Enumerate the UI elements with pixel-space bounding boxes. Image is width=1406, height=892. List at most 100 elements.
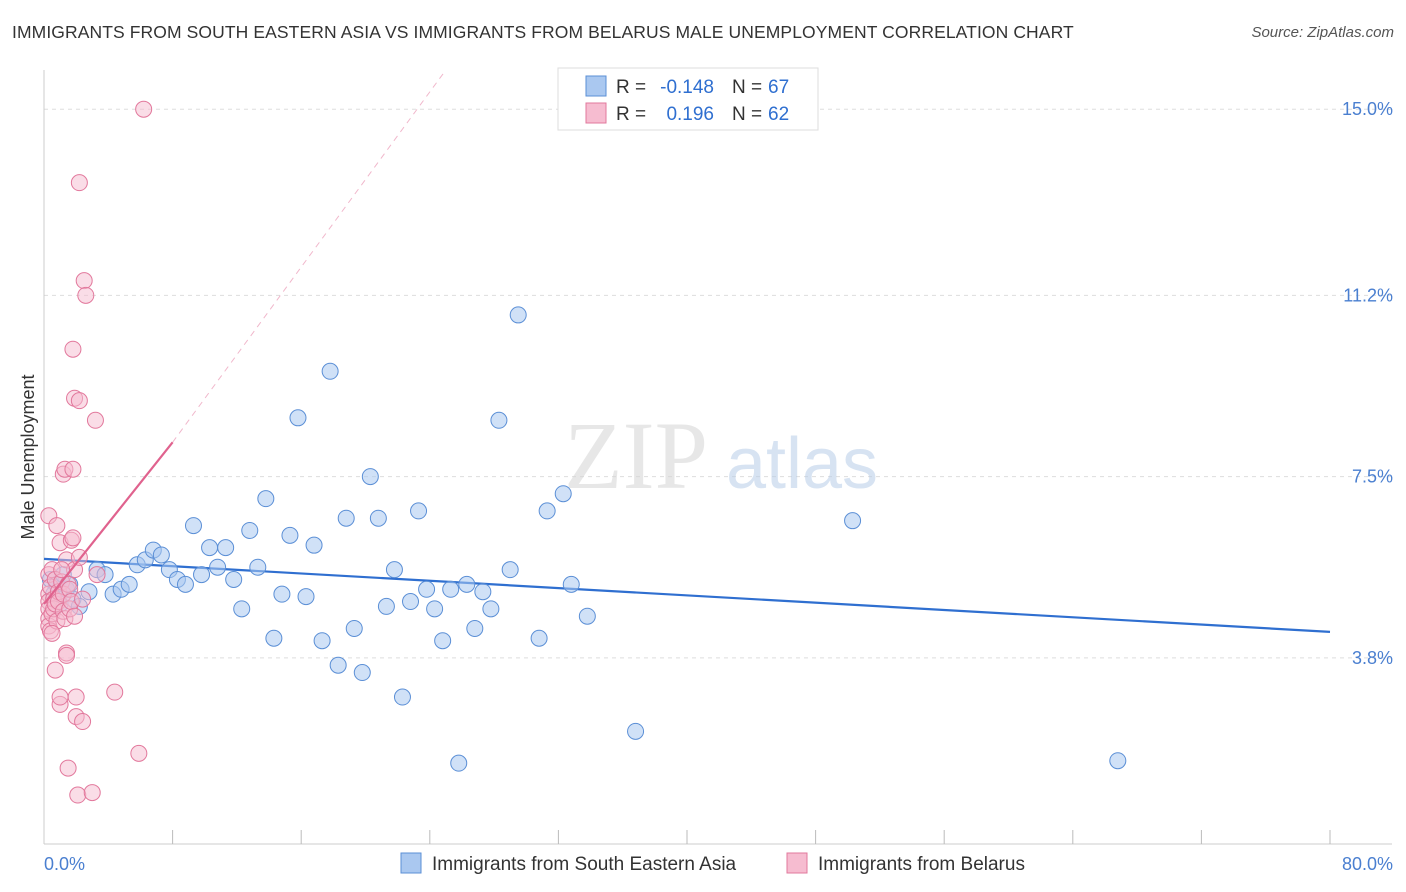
series-belarus [40, 100, 174, 804]
data-point-south-eastern-asia [466, 619, 484, 637]
data-point-belarus [130, 744, 148, 762]
data-point-south-eastern-asia [426, 600, 444, 618]
data-point-belarus [64, 340, 82, 358]
data-point-south-eastern-asia [345, 619, 363, 637]
data-point-belarus [51, 688, 69, 706]
data-point-south-eastern-asia [458, 575, 476, 593]
series-south-eastern-asia [41, 306, 1127, 772]
data-point-belarus [106, 683, 124, 701]
series-legend-swatch-pink [786, 852, 808, 874]
legend-n-value-1: 67 [768, 77, 789, 98]
y-axis-label: Male Unemployment [18, 374, 38, 539]
data-point-south-eastern-asia [385, 561, 403, 579]
data-point-south-eastern-asia [410, 502, 428, 520]
data-point-south-eastern-asia [233, 600, 251, 618]
data-point-south-eastern-asia [434, 632, 452, 650]
data-point-south-eastern-asia [474, 583, 492, 601]
data-point-south-eastern-asia [442, 580, 460, 598]
legend-n-label-2: N = [732, 104, 762, 125]
axes [43, 70, 1392, 845]
data-point-south-eastern-asia [418, 580, 436, 598]
data-point-belarus [43, 624, 61, 642]
y-tick-label: 7.5% [1352, 467, 1393, 487]
data-point-belarus [48, 517, 66, 535]
data-point-south-eastern-asia [1109, 752, 1127, 770]
data-point-belarus [66, 607, 84, 625]
legend-swatch-blue [585, 75, 607, 97]
data-point-belarus [83, 784, 101, 802]
data-point-belarus [70, 392, 88, 410]
data-point-south-eastern-asia [538, 502, 556, 520]
data-point-south-eastern-asia [184, 517, 202, 535]
data-point-south-eastern-asia [225, 570, 243, 588]
series-legend: Immigrants from South Eastern Asia Immig… [400, 852, 1025, 875]
y-tick-label: 3.8% [1352, 648, 1393, 668]
data-point-south-eastern-asia [193, 566, 211, 584]
legend-n-label-1: N = [732, 77, 762, 98]
data-point-south-eastern-asia [377, 597, 395, 615]
data-point-belarus [58, 646, 76, 664]
data-point-south-eastern-asia [249, 558, 267, 576]
data-point-south-eastern-asia [393, 688, 411, 706]
data-point-south-eastern-asia [482, 600, 500, 618]
trend-line-south-eastern-asia [43, 557, 1331, 633]
chart-title: IMMIGRANTS FROM SOUTH EASTERN ASIA VS IM… [12, 22, 1074, 42]
data-point-belarus [46, 661, 64, 679]
data-point-south-eastern-asia [321, 362, 339, 380]
data-point-belarus [135, 100, 153, 118]
data-point-south-eastern-asia [120, 575, 138, 593]
legend-r-value-1: -0.148 [660, 77, 714, 98]
data-point-south-eastern-asia [241, 521, 259, 539]
data-point-belarus [88, 566, 106, 584]
data-point-south-eastern-asia [844, 512, 862, 530]
legend-swatch-pink [585, 102, 607, 124]
data-point-belarus [86, 411, 104, 429]
legend-r-label-2: R = [616, 104, 646, 125]
data-point-belarus [75, 272, 93, 290]
data-point-south-eastern-asia [176, 575, 194, 593]
data-point-south-eastern-asia [297, 588, 315, 606]
data-point-south-eastern-asia [201, 539, 219, 557]
data-point-south-eastern-asia [209, 558, 227, 576]
data-point-south-eastern-asia [402, 593, 420, 611]
series-legend-label-pink: Immigrants from Belarus [818, 854, 1025, 875]
data-point-south-eastern-asia [313, 632, 331, 650]
data-point-south-eastern-asia [450, 754, 468, 772]
data-point-belarus [64, 529, 82, 547]
data-point-belarus [69, 786, 87, 804]
series-legend-label-blue: Immigrants from South Eastern Asia [432, 854, 737, 875]
y-tick-label: 11.2% [1343, 285, 1393, 305]
data-point-belarus [64, 460, 82, 478]
data-point-south-eastern-asia [554, 485, 572, 503]
data-point-south-eastern-asia [501, 561, 519, 579]
legend-r-label-1: R = [616, 77, 646, 98]
data-point-belarus [74, 713, 92, 731]
data-point-south-eastern-asia [329, 656, 347, 674]
x-tick-label-max: 80.0% [1342, 854, 1393, 874]
data-point-south-eastern-asia [627, 722, 645, 740]
correlation-legend: R = -0.148 N = 67 R = 0.196 N = 62 [557, 67, 819, 131]
data-point-south-eastern-asia [530, 629, 548, 647]
watermark-atlas: atlas [726, 424, 878, 504]
data-point-south-eastern-asia [578, 607, 596, 625]
data-point-south-eastern-asia [217, 539, 235, 557]
watermark-zip: ZIP [564, 402, 708, 509]
series-legend-swatch-blue [400, 852, 422, 874]
x-tick-label-min: 0.0% [44, 854, 85, 874]
legend-r-value-2: 0.196 [666, 104, 714, 125]
data-point-south-eastern-asia [509, 306, 527, 324]
y-tick-labels: 3.8% 7.5% 11.2% 15.0% [1342, 99, 1393, 668]
data-point-south-eastern-asia [353, 664, 371, 682]
data-point-belarus [74, 590, 92, 608]
data-point-south-eastern-asia [369, 509, 387, 527]
trend-line-belarus-extension [172, 69, 447, 443]
x-ticks [172, 830, 1331, 844]
data-point-south-eastern-asia [562, 575, 580, 593]
y-tick-label: 15.0% [1342, 99, 1393, 119]
data-point-south-eastern-asia [337, 509, 355, 527]
data-point-south-eastern-asia [281, 526, 299, 544]
legend-n-value-2: 62 [768, 104, 789, 125]
data-point-south-eastern-asia [490, 411, 508, 429]
data-point-belarus [77, 286, 95, 304]
